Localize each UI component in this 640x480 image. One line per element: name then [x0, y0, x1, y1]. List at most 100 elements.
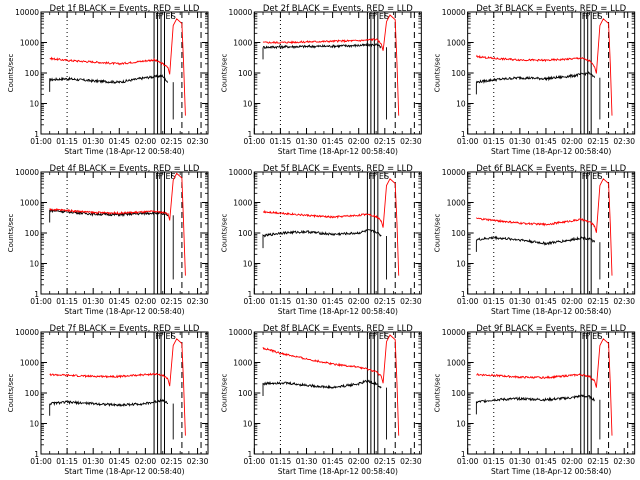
y-tick-label: 100 [25, 69, 40, 78]
x-tick-label: 02:30 [613, 137, 635, 146]
y-tick-label: 10 [243, 420, 253, 429]
events-series-line [262, 379, 382, 396]
marker-label: E [592, 172, 597, 181]
y-tick-label: 10 [456, 260, 466, 269]
x-tick-label: 01:30 [82, 457, 104, 466]
chart-panel-2: Det 2f BLACK = Events, RED = LLD 1 10 100 10… [220, 4, 422, 156]
panel-title: Det 9f BLACK = Events, RED = LLD [476, 324, 626, 334]
x-tick-label: 01:00 [30, 137, 52, 146]
lld-series-line [49, 18, 186, 116]
x-tick-label: 02:00 [348, 297, 370, 306]
marker-label: F [372, 172, 377, 181]
marker-label: F [372, 12, 377, 21]
x-axis-label: Start Time (18-Apr-12 00:58:40) [491, 147, 611, 156]
panel-title: Det 4f BLACK = Events, RED = LLD [50, 164, 200, 174]
events-series-line [475, 394, 595, 415]
x-tick-label: 02:30 [400, 297, 422, 306]
y-tick-label: 10 [456, 100, 466, 109]
x-tick-label: 01:15 [56, 297, 78, 306]
x-tick-label: 01:15 [483, 137, 505, 146]
marker-label: E [379, 172, 384, 181]
panel-title: Det 2f BLACK = Events, RED = LLD [263, 4, 413, 14]
x-axis-label: Start Time (18-Apr-12 00:58:40) [64, 147, 184, 156]
marker-label: S [171, 332, 176, 341]
x-tick-label: 02:15 [161, 297, 183, 306]
events-series-line [49, 74, 168, 92]
x-tick-label: 01:15 [270, 137, 292, 146]
marker-label: F [368, 12, 373, 21]
x-tick-label: 01:00 [244, 297, 266, 306]
lld-series-line [262, 334, 400, 436]
lld-series-line [49, 172, 186, 276]
plot-frame [467, 331, 636, 455]
y-tick-label: 1000 [20, 359, 39, 368]
marker-label: S [597, 12, 602, 21]
marker-label: F [368, 332, 373, 341]
y-tick-label: 1 [248, 130, 253, 139]
x-tick-label: 02:30 [400, 137, 422, 146]
y-tick-label: 100 [238, 229, 253, 238]
lld-series-line [262, 14, 400, 116]
y-tick-label: 100 [451, 229, 466, 238]
marker-label: F [582, 172, 587, 181]
x-axis-label: Start Time (18-Apr-12 00:58:40) [64, 307, 184, 316]
panel-title: Det 7f BLACK = Events, RED = LLD [50, 324, 200, 334]
x-tick-label: 01:15 [483, 457, 505, 466]
x-tick-label: 02:15 [161, 137, 183, 146]
plot-frame [253, 331, 422, 455]
x-tick-label: 02:15 [374, 457, 396, 466]
y-tick-label: 10 [243, 100, 253, 109]
x-tick-label: 01:45 [108, 297, 130, 306]
y-tick-label: 10000 [442, 8, 466, 17]
y-tick-label: 1000 [233, 199, 252, 208]
x-tick-label: 01:45 [108, 137, 130, 146]
x-tick-label: 01:45 [322, 457, 344, 466]
y-axis-label: Counts/sec [434, 214, 442, 253]
marker-label: F [585, 12, 590, 21]
y-tick-label: 1 [248, 450, 253, 459]
y-tick-label: 100 [238, 389, 253, 398]
lld-series-line [476, 338, 613, 436]
marker-label: F [372, 332, 377, 341]
x-tick-label: 02:15 [161, 457, 183, 466]
x-tick-label: 02:15 [587, 297, 609, 306]
chart-panel-1: Det 1f BLACK = Events, RED = LLD 1 10 100 10… [7, 4, 209, 156]
chart-panel-9: Det 9f BLACK = Events, RED = LLD 1 10 100 10… [434, 324, 636, 476]
marker-label: E [166, 12, 171, 21]
x-tick-label: 01:45 [535, 137, 557, 146]
marker-label: F [368, 172, 373, 181]
y-tick-label: 100 [451, 69, 466, 78]
y-tick-label: 10 [29, 100, 39, 109]
panel-title: Det 3f BLACK = Events, RED = LLD [476, 4, 626, 14]
x-tick-label: 02:00 [135, 457, 157, 466]
y-tick-label: 1000 [447, 359, 466, 368]
y-tick-label: 10000 [228, 8, 252, 17]
x-tick-label: 01:30 [82, 297, 104, 306]
y-axis-label: Counts/sec [7, 214, 15, 253]
x-tick-label: 01:30 [509, 137, 531, 146]
y-tick-label: 1 [34, 130, 39, 139]
x-tick-label: 01:30 [296, 137, 318, 146]
marker-label: S [171, 172, 176, 181]
x-tick-label: 01:15 [270, 297, 292, 306]
y-axis-label: Counts/sec [434, 374, 442, 413]
marker-label: F [585, 172, 590, 181]
y-axis-label: Counts/sec [7, 54, 15, 93]
events-series-line [262, 42, 382, 60]
x-tick-label: 01:00 [30, 457, 52, 466]
y-tick-label: 1 [34, 290, 39, 299]
lld-series-line [262, 178, 400, 276]
y-tick-label: 1000 [447, 199, 466, 208]
x-tick-label: 01:45 [322, 137, 344, 146]
y-tick-label: 1000 [447, 39, 466, 48]
y-tick-label: 1 [248, 290, 253, 299]
y-tick-label: 10000 [228, 328, 252, 337]
y-axis-label: Counts/sec [220, 374, 228, 413]
y-axis-label: Counts/sec [220, 54, 228, 93]
lld-series-line [49, 338, 186, 436]
x-tick-label: 01:30 [296, 297, 318, 306]
plot-frame [40, 11, 209, 135]
x-tick-label: 01:00 [244, 457, 266, 466]
events-series-line [262, 229, 382, 249]
